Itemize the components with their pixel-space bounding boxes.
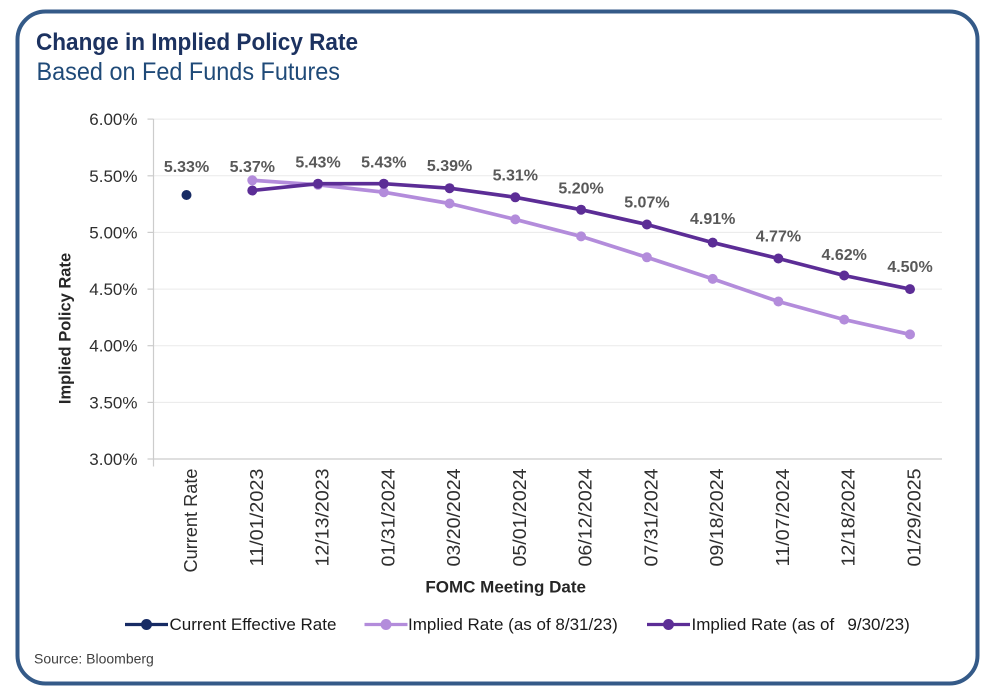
svg-text:3.00%: 3.00% bbox=[89, 450, 137, 469]
svg-text:Based on Fed Funds Futures: Based on Fed Funds Futures bbox=[37, 58, 341, 86]
svg-text:6.00%: 6.00% bbox=[89, 110, 137, 129]
svg-text:5.00%: 5.00% bbox=[89, 223, 137, 242]
svg-text:12/18/2024: 12/18/2024 bbox=[839, 469, 859, 567]
svg-text:5.43%: 5.43% bbox=[295, 155, 340, 172]
svg-text:Change in Implied Policy Rate: Change in Implied Policy Rate bbox=[36, 29, 358, 56]
svg-text:4.77%: 4.77% bbox=[756, 229, 801, 246]
svg-text:03/20/2024: 03/20/2024 bbox=[444, 468, 464, 566]
svg-text:5.33%: 5.33% bbox=[164, 159, 209, 176]
svg-text:11/07/2024: 11/07/2024 bbox=[773, 469, 793, 567]
svg-text:5.07%: 5.07% bbox=[624, 195, 669, 212]
svg-text:01/29/2025: 01/29/2025 bbox=[905, 469, 925, 567]
svg-text:Source: Bloomberg: Source: Bloomberg bbox=[34, 651, 154, 667]
svg-text:4.50%: 4.50% bbox=[89, 280, 137, 299]
svg-text:Implied Rate (as of 8/31/23): Implied Rate (as of 8/31/23) bbox=[408, 615, 618, 634]
svg-text:05/01/2024: 05/01/2024 bbox=[510, 469, 530, 567]
svg-text:5.20%: 5.20% bbox=[558, 180, 603, 197]
svg-text:Implied Policy Rate: Implied Policy Rate bbox=[56, 253, 74, 404]
svg-text:3.50%: 3.50% bbox=[89, 393, 137, 412]
svg-text:Current Rate: Current Rate bbox=[181, 469, 201, 573]
svg-text:01/31/2024: 01/31/2024 bbox=[378, 469, 398, 567]
svg-text:Current Effective Rate: Current Effective Rate bbox=[170, 615, 337, 634]
svg-text:5.37%: 5.37% bbox=[230, 159, 275, 176]
svg-text:4.00%: 4.00% bbox=[89, 337, 137, 356]
svg-text:06/12/2024: 06/12/2024 bbox=[576, 469, 596, 567]
svg-text:07/31/2024: 07/31/2024 bbox=[641, 469, 661, 567]
svg-text:5.39%: 5.39% bbox=[427, 158, 472, 175]
svg-text:12/13/2023: 12/13/2023 bbox=[313, 469, 333, 567]
svg-text:5.31%: 5.31% bbox=[493, 168, 538, 185]
svg-text:5.43%: 5.43% bbox=[361, 155, 406, 172]
svg-text:4.50%: 4.50% bbox=[887, 259, 932, 276]
svg-text:5.50%: 5.50% bbox=[89, 167, 137, 186]
svg-text:Implied Rate (as of 9/30/23): Implied Rate (as of 9/30/23) bbox=[692, 615, 910, 634]
svg-text:FOMC Meeting Date: FOMC Meeting Date bbox=[425, 578, 586, 597]
svg-text:09/18/2024: 09/18/2024 bbox=[707, 469, 727, 567]
svg-text:4.91%: 4.91% bbox=[690, 211, 735, 228]
svg-text:11/01/2023: 11/01/2023 bbox=[247, 469, 267, 567]
svg-text:4.62%: 4.62% bbox=[822, 247, 867, 264]
